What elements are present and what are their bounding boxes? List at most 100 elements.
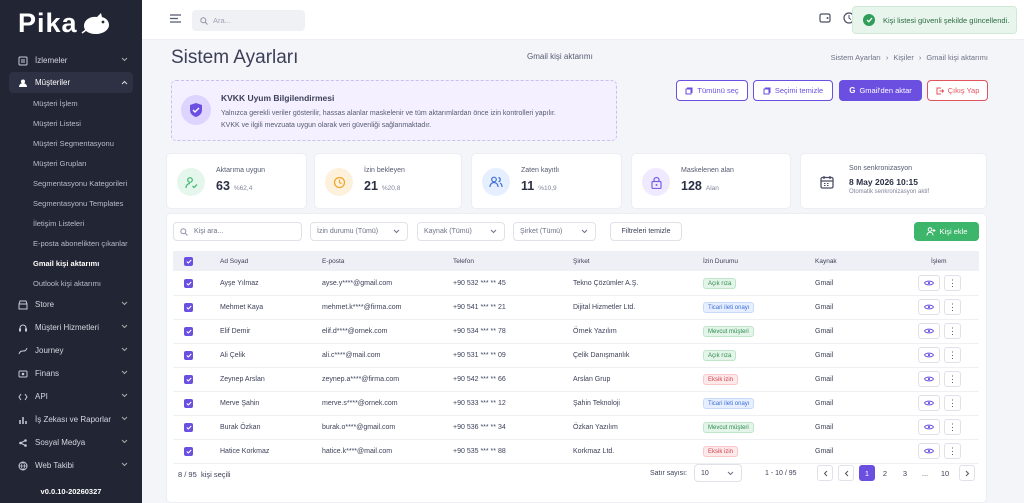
rows-per-page-select[interactable]: 10 bbox=[694, 464, 742, 482]
status-badge: Açık rıza bbox=[703, 278, 737, 289]
wallet-icon[interactable] bbox=[819, 12, 831, 23]
view-button[interactable] bbox=[918, 443, 940, 459]
sidebar-subitem-musteri-listesi[interactable]: Müşteri Listesi bbox=[33, 118, 81, 128]
sidebar-subitem-segmentasyon[interactable]: Müşteri Segmentasyonu bbox=[33, 138, 114, 148]
stat-unit: Alan bbox=[705, 185, 719, 192]
row-checkbox[interactable] bbox=[184, 423, 193, 432]
cell-company: Özkan Yazılım bbox=[573, 424, 618, 431]
page-button-1[interactable]: 1 bbox=[859, 465, 875, 481]
sidebar-subitem-templates[interactable]: Segmentasyonu Templates bbox=[33, 198, 124, 208]
contact-search-input[interactable]: Kişi ara... bbox=[173, 222, 302, 241]
sidebar-item-musteri-hizmetleri[interactable]: Müşteri Hizmetleri bbox=[0, 316, 142, 339]
more-options-button[interactable]: ⋮ bbox=[944, 443, 961, 459]
cell-name: Ayşe Yılmaz bbox=[220, 280, 259, 287]
import-gmail-label: Gmail'den aktar bbox=[859, 86, 912, 95]
sidebar-subitem-outlook[interactable]: Outlook kişi aktarımı bbox=[33, 278, 101, 288]
row-checkbox[interactable] bbox=[184, 375, 193, 384]
menu-toggle-icon[interactable] bbox=[170, 14, 181, 23]
import-gmail-button[interactable]: G Gmail'den aktar bbox=[839, 80, 922, 101]
chevron-left-icon bbox=[844, 470, 848, 476]
sidebar-item-journey[interactable]: Journey bbox=[0, 339, 142, 362]
source-filter-select[interactable]: Kaynak (Tümü) bbox=[417, 222, 505, 241]
table-row[interactable]: Ali Çelik ali.c****@mail.com +90 531 *** *… bbox=[173, 344, 979, 368]
google-icon: G bbox=[849, 86, 856, 95]
more-options-button[interactable]: ⋮ bbox=[944, 275, 961, 291]
view-button[interactable] bbox=[918, 299, 940, 315]
page-button-3[interactable]: 3 bbox=[902, 468, 908, 478]
breadcrumb-item[interactable]: Sistem Ayarları bbox=[830, 53, 881, 62]
more-options-button[interactable]: ⋮ bbox=[944, 347, 961, 363]
page-button-10[interactable]: 10 bbox=[940, 468, 950, 478]
global-search-input[interactable]: Ara... bbox=[192, 10, 305, 31]
view-button[interactable] bbox=[918, 371, 940, 387]
cell-email: elif.d****@ornek.com bbox=[322, 328, 388, 335]
sidebar-item-finans[interactable]: Finans bbox=[0, 362, 142, 385]
sidebar-item-store[interactable]: Store bbox=[0, 293, 142, 316]
more-options-button[interactable]: ⋮ bbox=[944, 323, 961, 339]
status-badge: Eksik izin bbox=[703, 446, 739, 457]
breadcrumb: Sistem Ayarları › Kişiler › Gmail kişi a… bbox=[831, 53, 988, 62]
view-button[interactable] bbox=[918, 323, 940, 339]
prev-page-button[interactable] bbox=[838, 465, 854, 481]
more-options-button[interactable]: ⋮ bbox=[944, 299, 961, 315]
view-button[interactable] bbox=[918, 275, 940, 291]
kebab-icon: ⋮ bbox=[948, 373, 957, 384]
page-subtitle: Gmail kişi aktarımı bbox=[527, 52, 593, 61]
table-row[interactable]: Mehmet Kaya mehmet.k****@firma.com +90 541… bbox=[173, 296, 979, 320]
table-row[interactable]: Elif Demir elif.d****@ornek.com +90 534 **… bbox=[173, 320, 979, 344]
logout-button[interactable]: Çıkış Yap bbox=[927, 80, 988, 101]
sidebar-item-is-zekasi[interactable]: İş Zekası ve Raporlar bbox=[0, 408, 142, 431]
clear-filters-button[interactable]: Filtreleri temizle bbox=[610, 222, 682, 241]
eye-icon bbox=[924, 328, 934, 334]
sidebar-subitem-iletisim[interactable]: İletişim Listeleri bbox=[33, 218, 85, 228]
view-button[interactable] bbox=[918, 419, 940, 435]
sidebar-subitem-kategoriler[interactable]: Segmentasyonu Kategorileri bbox=[33, 178, 128, 188]
table-row[interactable]: Ayşe Yılmaz ayse.y****@gmail.com +90 532 *… bbox=[173, 272, 979, 296]
sidebar-item-api[interactable]: API bbox=[0, 385, 142, 408]
cell-company: Tekno Çözümler A.Ş. bbox=[573, 280, 639, 287]
toast-message: Kişi listesi güvenli şekilde güncellendi… bbox=[883, 15, 1010, 25]
view-button[interactable] bbox=[918, 395, 940, 411]
select-all-button[interactable]: Tümünü seç bbox=[676, 80, 748, 101]
sidebar-subitem-gruplar[interactable]: Müşteri Grupları bbox=[33, 158, 87, 168]
first-page-button[interactable] bbox=[817, 465, 833, 481]
row-checkbox[interactable] bbox=[184, 327, 193, 336]
table-row[interactable]: Hatice Korkmaz hatice.k****@mail.com +90 5… bbox=[173, 440, 979, 464]
more-options-button[interactable]: ⋮ bbox=[944, 395, 961, 411]
cell-email: ayse.y****@gmail.com bbox=[322, 280, 393, 287]
select-all-checkbox[interactable] bbox=[184, 257, 193, 266]
row-checkbox[interactable] bbox=[184, 279, 193, 288]
sidebar-subitem-gmail[interactable]: Gmail kişi aktarımı bbox=[33, 258, 100, 268]
sidebar-subitem-musteri-islem[interactable]: Müşteri İşlem bbox=[33, 98, 78, 108]
next-page-button[interactable] bbox=[959, 465, 975, 481]
consent-filter-select[interactable]: İzin durumu (Tümü) bbox=[310, 222, 408, 241]
clear-selection-button[interactable]: Seçimi temizle bbox=[753, 80, 833, 101]
status-badge: Ticari ileti onayı bbox=[703, 302, 755, 313]
lock-icon bbox=[642, 168, 670, 196]
row-checkbox[interactable] bbox=[184, 447, 193, 456]
sidebar-subitem-abonelik[interactable]: E-posta abonelikten çıkanlar bbox=[33, 238, 128, 248]
stat-percent: %10,9 bbox=[538, 185, 557, 192]
table-row[interactable]: Merve Şahin merve.s****@ornek.com +90 533 … bbox=[173, 392, 979, 416]
sidebar-item-izlemeler[interactable]: İzlemeler bbox=[0, 49, 142, 72]
company-filter-select[interactable]: Şirket (Tümü) bbox=[513, 222, 596, 241]
table-row[interactable]: Zeynep Arslan zeynep.a****@firma.com +90 5… bbox=[173, 368, 979, 392]
row-checkbox[interactable] bbox=[184, 351, 193, 360]
more-options-button[interactable]: ⋮ bbox=[944, 419, 961, 435]
api-icon bbox=[18, 392, 28, 402]
cell-company: Arslan Grup bbox=[573, 376, 611, 383]
sidebar-item-musteriler[interactable]: Müşteriler bbox=[9, 72, 133, 93]
row-checkbox[interactable] bbox=[184, 399, 193, 408]
more-options-button[interactable]: ⋮ bbox=[944, 371, 961, 387]
table-row[interactable]: Burak Özkan burak.o****@gmail.com +90 536 … bbox=[173, 416, 979, 440]
add-contact-button[interactable]: Kişi ekle bbox=[914, 222, 979, 241]
sidebar-nav: İzlemeler Müşteriler Müşteri İşlem Müşte… bbox=[0, 49, 142, 477]
sidebar-item-sosyal-medya[interactable]: Sosyal Medya bbox=[0, 431, 142, 454]
page-button-2[interactable]: 2 bbox=[882, 468, 888, 478]
sidebar-item-web-takibi[interactable]: Web Takibi bbox=[0, 454, 142, 477]
breadcrumb-item[interactable]: Kişiler bbox=[893, 53, 914, 62]
logo[interactable]: Pika bbox=[18, 8, 111, 39]
view-button[interactable] bbox=[918, 347, 940, 363]
row-checkbox[interactable] bbox=[184, 303, 193, 312]
headset-icon bbox=[18, 323, 28, 333]
